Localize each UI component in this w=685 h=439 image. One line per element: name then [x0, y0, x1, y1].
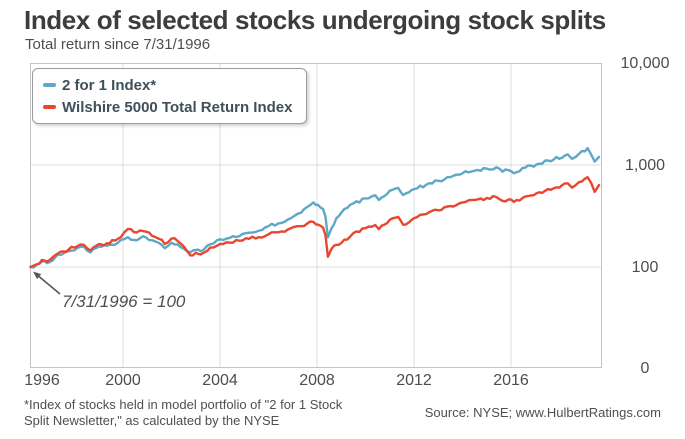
y-axis-tick-1000: 1,000	[624, 157, 666, 174]
footnote-line2: Split Newsletter," as calculated by the …	[24, 413, 280, 428]
series-line-wilshire-5000	[29, 175, 601, 269]
chart-footnote: *Index of stocks held in model portfolio…	[24, 397, 342, 429]
legend-item-wilshire: Wilshire 5000 Total Return Index	[43, 96, 292, 118]
x-axis-tick-2000: 2000	[105, 372, 141, 389]
x-axis-tick-2012: 2012	[396, 372, 432, 389]
x-axis-tick-2008: 2008	[299, 372, 335, 389]
x-axis-tick-2016: 2016	[493, 372, 529, 389]
annotation-arrow-icon	[33, 271, 61, 295]
x-axis-tick-1996: 1996	[24, 372, 60, 389]
chart-source: Source: NYSE; www.HulbertRatings.com	[424, 405, 661, 420]
legend-label: Wilshire 5000 Total Return Index	[62, 98, 293, 116]
legend-swatch-red-icon	[43, 105, 56, 109]
x-axis-tick-2004: 2004	[202, 372, 238, 389]
legend-swatch-blue-icon	[43, 83, 56, 87]
chart-legend: 2 for 1 Index* Wilshire 5000 Total Retur…	[32, 68, 308, 124]
series-line-2for1-index	[29, 146, 601, 269]
chart-subtitle: Total return since 7/31/1996	[25, 36, 211, 53]
base-value-annotation: 7/31/1996 = 100	[62, 292, 186, 311]
y-axis-tick-10000: 10,000	[620, 55, 670, 72]
legend-label: 2 for 1 Index*	[62, 76, 157, 94]
y-axis-tick-100: 100	[631, 259, 659, 276]
chart-title: Index of selected stocks undergoing stoc…	[24, 5, 606, 35]
y-axis-tick-0: 0	[640, 360, 650, 377]
footnote-line1: *Index of stocks held in model portfolio…	[24, 397, 343, 412]
legend-item-2for1: 2 for 1 Index*	[43, 74, 292, 96]
